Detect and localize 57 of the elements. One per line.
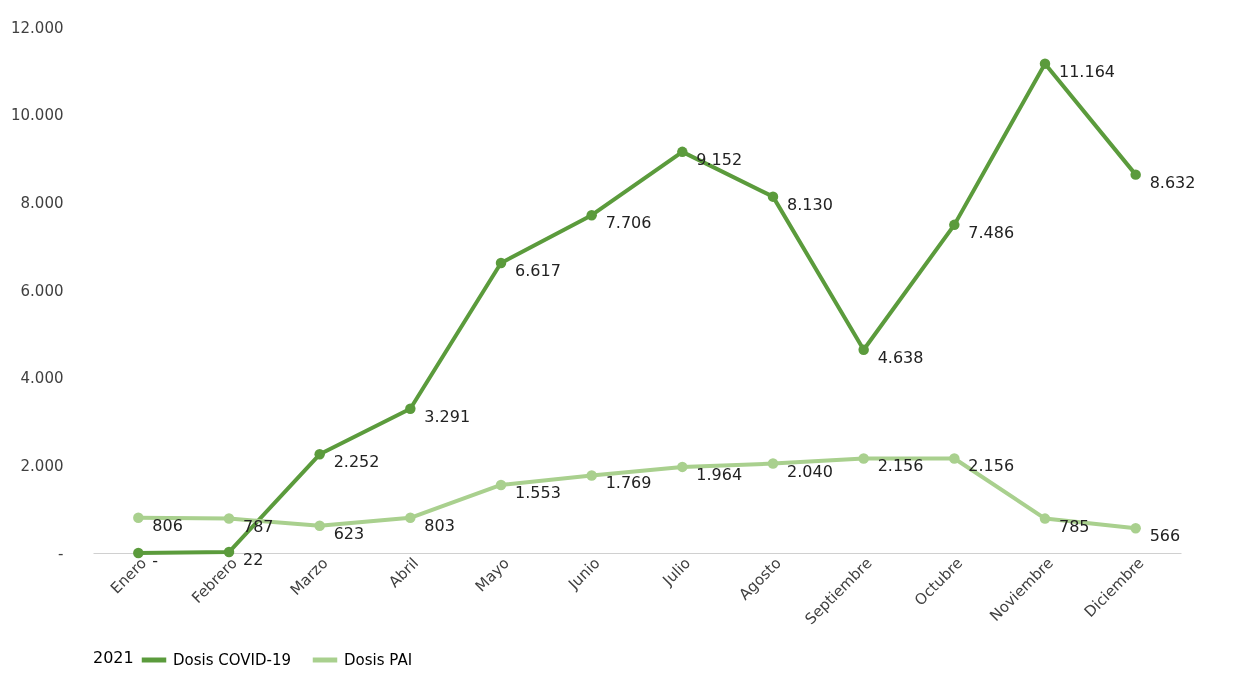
data-label: 8.632	[1149, 172, 1196, 192]
legend-label: Dosis COVID-19	[173, 651, 292, 669]
point	[1130, 169, 1141, 180]
data-label: 1.769	[605, 473, 652, 493]
data-label: 9.152	[696, 149, 743, 169]
data-label: 2.040	[787, 461, 833, 481]
data-label: 3.291	[424, 406, 471, 426]
data-label: 8.130	[787, 194, 833, 214]
y-tick-label: -	[58, 544, 64, 563]
point	[677, 146, 688, 158]
point	[586, 209, 597, 221]
data-label: 6.617	[515, 260, 561, 280]
point	[133, 512, 144, 523]
y-tick-label: 2.000	[20, 456, 64, 475]
point	[495, 257, 507, 269]
data-label: 2.156	[877, 456, 924, 476]
data-label: 1.553	[515, 482, 561, 502]
data-label: 2.156	[968, 456, 1015, 476]
y-tick-label: 10.000	[11, 106, 64, 125]
point	[314, 520, 325, 531]
data-label: 11.164	[1059, 61, 1115, 81]
point	[1130, 522, 1141, 534]
point	[949, 219, 960, 231]
data-label: 7.706	[605, 213, 652, 233]
point	[1039, 58, 1051, 69]
y-tick-label: 12.000	[11, 18, 64, 37]
point	[314, 449, 325, 460]
point	[677, 461, 688, 473]
data-label: 566	[1149, 526, 1181, 546]
point	[495, 479, 507, 491]
point	[223, 513, 235, 524]
point	[949, 453, 960, 464]
data-label: 623	[333, 523, 365, 543]
data-label: 7.486	[968, 222, 1015, 242]
point	[767, 458, 779, 469]
point	[767, 191, 779, 202]
point	[133, 547, 144, 559]
data-label: 785	[1059, 516, 1090, 536]
point	[586, 470, 597, 481]
data-label: 1.964	[696, 464, 743, 484]
data-label: 4.638	[877, 347, 924, 367]
point	[858, 344, 869, 355]
legend-title: 2021	[93, 648, 134, 667]
legend-label: Dosis PAI	[344, 651, 413, 669]
point	[405, 403, 416, 414]
point	[223, 546, 235, 558]
data-label: 22	[243, 550, 264, 570]
data-label: 803	[424, 515, 455, 535]
point	[1039, 513, 1051, 524]
data-label: 806	[152, 515, 183, 535]
point	[405, 512, 416, 524]
data-label: 2.252	[333, 452, 380, 472]
y-tick-label: 8.000	[20, 193, 64, 212]
y-tick-label: 6.000	[20, 281, 64, 300]
point	[858, 453, 869, 464]
y-tick-label: 4.000	[20, 369, 64, 388]
data-label: -	[152, 551, 159, 570]
